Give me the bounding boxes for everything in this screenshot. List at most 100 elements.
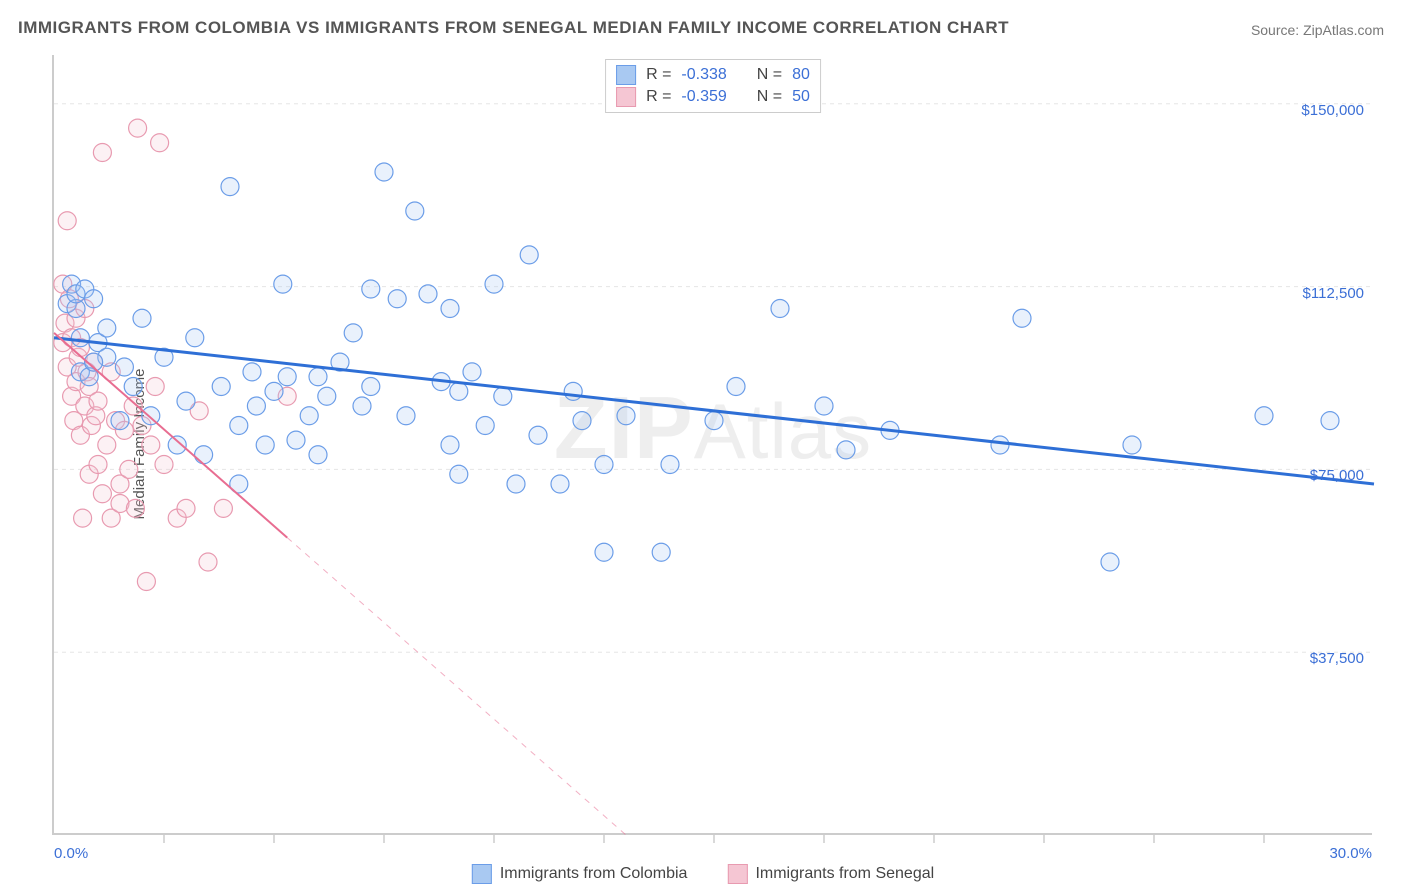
n-label: N =: [757, 88, 782, 106]
r-label: R =: [646, 66, 671, 84]
scatter-point: [89, 392, 107, 410]
correlation-legend: R = -0.338 N = 80 R = -0.359 N = 50: [605, 59, 821, 113]
scatter-point: [441, 436, 459, 454]
scatter-point: [450, 465, 468, 483]
x-max-label: 30.0%: [1329, 845, 1372, 862]
n-label: N =: [757, 66, 782, 84]
x-min-label: 0.0%: [54, 845, 88, 862]
scatter-point: [652, 543, 670, 561]
swatch-colombia-bottom: [472, 864, 492, 884]
scatter-point: [247, 397, 265, 415]
legend-item-colombia: Immigrants from Colombia: [472, 864, 688, 884]
scatter-point: [74, 509, 92, 527]
scatter-point: [564, 382, 582, 400]
scatter-point: [300, 407, 318, 425]
scatter-point: [485, 275, 503, 293]
scatter-point: [274, 275, 292, 293]
scatter-point: [595, 543, 613, 561]
scatter-point: [406, 202, 424, 220]
r-value-colombia: -0.338: [681, 66, 726, 84]
scatter-point: [1101, 553, 1119, 571]
scatter-point: [146, 378, 164, 396]
legend-label-senegal: Immigrants from Senegal: [755, 865, 934, 883]
chart-title: IMMIGRANTS FROM COLOMBIA VS IMMIGRANTS F…: [18, 18, 1009, 38]
scatter-point: [115, 358, 133, 376]
scatter-point: [450, 382, 468, 400]
scatter-point: [177, 392, 195, 410]
y-tick-label: $112,500: [1303, 285, 1364, 302]
scatter-point: [661, 456, 679, 474]
y-tick-label: $75,000: [1310, 467, 1364, 484]
scatter-point: [362, 378, 380, 396]
scatter-point: [362, 280, 380, 298]
scatter-point: [137, 573, 155, 591]
scatter-point: [278, 368, 296, 386]
scatter-point: [1255, 407, 1273, 425]
scatter-point: [214, 499, 232, 517]
scatter-point: [111, 412, 129, 430]
scatter-point: [441, 300, 459, 318]
scatter-point: [388, 290, 406, 308]
scatter-point: [476, 417, 494, 435]
scatter-point: [507, 475, 525, 493]
scatter-point: [212, 378, 230, 396]
scatter-point: [771, 300, 789, 318]
scatter-point: [595, 456, 613, 474]
scatter-point: [195, 446, 213, 464]
scatter-point: [89, 456, 107, 474]
scatter-point: [573, 412, 591, 430]
scatter-point: [98, 319, 116, 337]
n-value-senegal: 50: [792, 88, 810, 106]
scatter-point: [529, 426, 547, 444]
r-value-senegal: -0.359: [681, 88, 726, 106]
scatter-point: [991, 436, 1009, 454]
legend-item-senegal: Immigrants from Senegal: [727, 864, 934, 884]
scatter-point: [727, 378, 745, 396]
scatter-point: [186, 329, 204, 347]
scatter-point: [551, 475, 569, 493]
swatch-colombia: [616, 65, 636, 85]
y-tick-label: $37,500: [1310, 650, 1364, 667]
scatter-point: [133, 309, 151, 327]
scatter-point: [243, 363, 261, 381]
scatter-point: [287, 431, 305, 449]
scatter-point: [221, 178, 239, 196]
scatter-point: [98, 436, 116, 454]
plot-area: Median Family Income ZIPAtlas R = -0.338…: [52, 55, 1372, 835]
scatter-point: [93, 144, 111, 162]
scatter-point: [375, 163, 393, 181]
scatter-point: [126, 499, 144, 517]
scatter-point: [1123, 436, 1141, 454]
swatch-senegal-bottom: [727, 864, 747, 884]
r-label: R =: [646, 88, 671, 106]
scatter-point: [177, 499, 195, 517]
scatter-point: [397, 407, 415, 425]
chart-svg: [54, 55, 1374, 835]
scatter-point: [419, 285, 437, 303]
scatter-point: [494, 387, 512, 405]
scatter-point: [353, 397, 371, 415]
scatter-point: [815, 397, 833, 415]
scatter-point: [309, 446, 327, 464]
scatter-point: [705, 412, 723, 430]
scatter-point: [265, 382, 283, 400]
swatch-senegal: [616, 87, 636, 107]
scatter-point: [85, 290, 103, 308]
scatter-point: [129, 119, 147, 137]
scatter-point: [617, 407, 635, 425]
scatter-point: [837, 441, 855, 459]
scatter-point: [124, 378, 142, 396]
legend-row-colombia: R = -0.338 N = 80: [616, 64, 810, 86]
scatter-point: [1013, 309, 1031, 327]
y-tick-label: $150,000: [1301, 102, 1364, 119]
scatter-point: [58, 212, 76, 230]
scatter-point: [230, 417, 248, 435]
legend-label-colombia: Immigrants from Colombia: [500, 865, 688, 883]
scatter-point: [93, 485, 111, 503]
regression-line-extrapolated: [287, 538, 626, 835]
scatter-point: [151, 134, 169, 152]
scatter-point: [463, 363, 481, 381]
scatter-point: [155, 456, 173, 474]
scatter-point: [199, 553, 217, 571]
scatter-point: [124, 397, 142, 415]
